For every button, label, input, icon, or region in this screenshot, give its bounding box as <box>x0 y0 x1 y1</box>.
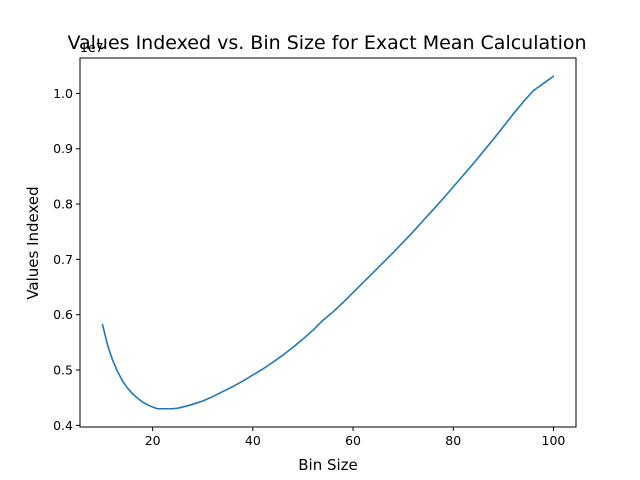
plot-area: 20 40 60 80 100 0.4 0.5 0.6 0.7 0.8 0.9 1.0 <box>53 57 577 448</box>
y-axis-offset-label: 1e7 <box>80 40 104 55</box>
y-tick-label: 0.4 <box>53 418 73 433</box>
x-tick-label: 40 <box>245 433 261 448</box>
y-tick-label: 0.5 <box>53 363 73 378</box>
y-tick-label: 0.8 <box>53 197 73 212</box>
y-tick-label: 1.0 <box>53 86 73 101</box>
y-tick-label: 0.6 <box>53 307 73 322</box>
y-tick-label: 0.7 <box>53 252 73 267</box>
x-tick-label: 80 <box>445 433 461 448</box>
x-tick-label: 20 <box>145 433 161 448</box>
y-axis-label: Values Indexed <box>24 186 42 299</box>
axes-frame <box>79 57 577 428</box>
chart-title: Values Indexed vs. Bin Size for Exact Me… <box>67 32 586 54</box>
x-tick-label: 100 <box>542 433 566 448</box>
y-tick-label: 0.9 <box>53 141 73 156</box>
x-tick-label: 60 <box>345 433 361 448</box>
series-line <box>101 75 555 410</box>
x-axis-label: Bin Size <box>298 456 358 474</box>
